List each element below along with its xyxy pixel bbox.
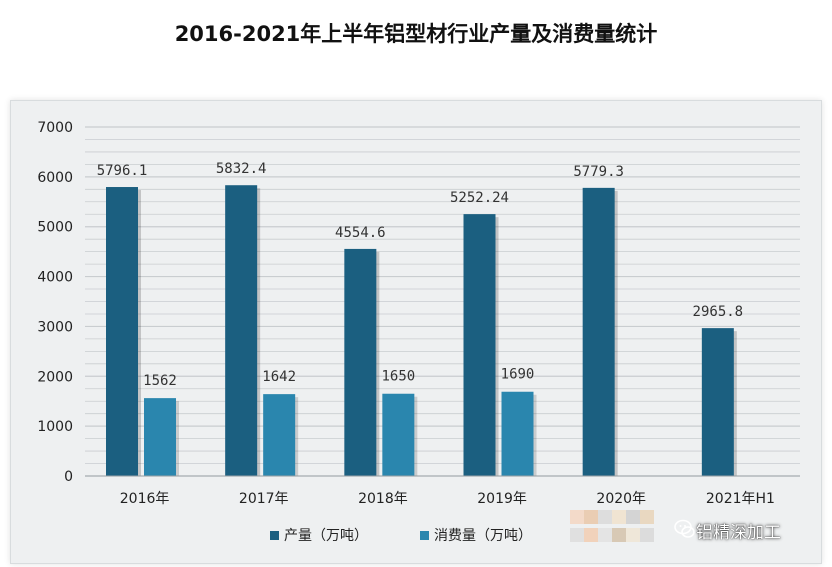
x-tick-label: 2018年 — [358, 491, 408, 507]
y-tick-label: 1000 — [37, 419, 73, 435]
watermark-blur — [570, 528, 584, 542]
watermark-blur — [584, 528, 598, 542]
x-tick-label: 2019年 — [477, 491, 527, 507]
data-label-production: 5832.4 — [216, 161, 267, 177]
watermark-blur — [626, 510, 640, 524]
watermark-blur — [640, 510, 654, 524]
y-tick-label: 4000 — [37, 270, 73, 286]
y-tick-label: 5000 — [37, 220, 73, 236]
data-label-consumption: 1562 — [143, 373, 177, 389]
watermark-text: 铝精深加工 — [696, 523, 781, 543]
y-tick-label: 2000 — [37, 369, 73, 385]
legend-swatch-consumption — [420, 531, 429, 540]
data-label-production: 5796.1 — [97, 163, 148, 179]
watermark-blur — [598, 510, 612, 524]
data-label-consumption: 1650 — [381, 369, 415, 385]
watermark-blur — [626, 528, 640, 542]
bar-production — [582, 187, 615, 477]
data-label-consumption: 1642 — [262, 369, 296, 385]
bar-consumption — [382, 393, 415, 476]
legend-label-consumption: 消费量（万吨） — [434, 528, 532, 544]
bar-production — [344, 248, 377, 476]
x-tick-label: 2016年 — [120, 491, 170, 507]
data-label-production: 5252.24 — [450, 190, 509, 206]
bar-production — [106, 187, 138, 476]
wechat-icon — [674, 519, 695, 538]
y-tick-label: 3000 — [37, 319, 73, 335]
bar-production — [701, 328, 734, 476]
watermark-blur — [584, 510, 598, 524]
watermark-blur — [640, 528, 654, 542]
bar-production — [225, 185, 258, 476]
bar-production — [463, 214, 496, 477]
watermark-blur — [612, 528, 626, 542]
watermark: 铝精深加工 — [566, 500, 832, 562]
x-tick-label: 2020年 — [596, 491, 646, 507]
data-label-production: 2965.8 — [693, 304, 744, 320]
data-label-production: 5779.3 — [573, 164, 624, 180]
watermark-blur — [612, 510, 626, 524]
x-tick-label: 2021年H1 — [706, 491, 775, 507]
chart-title: 2016-2021年上半年铝型材行业产量及消费量统计 — [174, 22, 658, 46]
bar-consumption — [501, 391, 534, 476]
y-tick-label: 6000 — [37, 170, 73, 186]
bar-consumption — [144, 398, 176, 476]
watermark-blur — [598, 528, 612, 542]
bar-consumption — [263, 394, 296, 476]
y-tick-label: 0 — [64, 469, 73, 485]
data-label-consumption: 1690 — [501, 367, 535, 383]
legend-swatch-production — [270, 531, 279, 540]
y-tick-label: 7000 — [37, 120, 73, 136]
legend-label-production: 产量（万吨） — [284, 528, 368, 544]
data-label-production: 4554.6 — [335, 225, 386, 241]
watermark-blur — [570, 510, 584, 524]
x-tick-label: 2017年 — [239, 491, 289, 507]
